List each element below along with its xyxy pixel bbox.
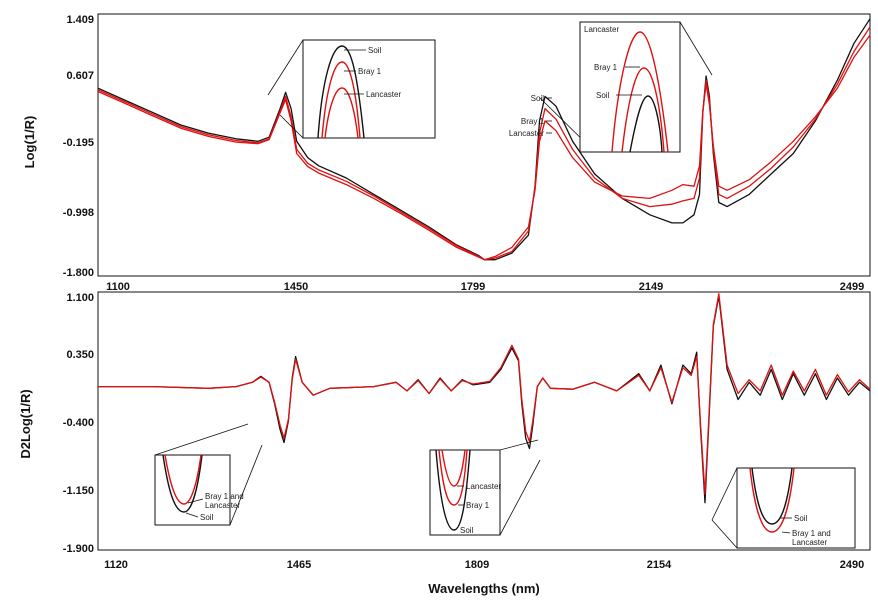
inset-curve-bray-lancaster	[749, 467, 795, 533]
x-axis-title: Wavelengths (nm)	[428, 581, 539, 596]
inset-leader	[711, 519, 738, 549]
top-x-tick: 2149	[639, 281, 663, 293]
bottom-y-tick: -0.400	[63, 417, 94, 429]
inset-label: Soil	[200, 513, 214, 522]
inset-leader	[499, 439, 539, 451]
bottom-inset-1: Bray 1 and Lancaster Soil	[154, 423, 263, 526]
top-x-tick: 1450	[284, 281, 308, 293]
inset-label: Soil	[460, 526, 474, 535]
inset-curve-bray	[321, 61, 361, 139]
inset-leader	[279, 114, 304, 139]
top-x-tick: 2499	[840, 281, 864, 293]
top-y-tick: -0.998	[63, 207, 94, 219]
inset-curve-lancaster	[324, 87, 359, 139]
inset-curve-soil	[751, 467, 793, 525]
inset-label: Bray 1	[594, 63, 618, 72]
inset-curve-bray-lancaster	[164, 454, 202, 505]
bottom-panel: 1.100 0.350 -0.400 -1.150 -1.900 1120 14…	[18, 291, 871, 596]
top-x-tick: 1100	[106, 281, 130, 293]
annotation-soil: Soil	[531, 94, 545, 103]
bottom-x-tick: 1809	[465, 559, 489, 571]
inset-leader	[229, 444, 263, 526]
inset-frame	[302, 39, 436, 139]
top-y-tick: -0.195	[63, 137, 94, 149]
annotation-bray: Bray 1	[521, 117, 545, 126]
inset-curve-soil	[629, 95, 663, 153]
top-y-axis-title: Log(1/R)	[22, 116, 37, 169]
inset-leader	[499, 459, 541, 536]
bottom-x-tick: 2154	[647, 559, 672, 571]
inset-leader	[679, 21, 713, 76]
top-series-group	[97, 18, 871, 261]
inset-leader	[267, 39, 304, 96]
inset-curve-bray	[621, 67, 665, 153]
bottom-inset-2: Lancaster Bray 1 Soil	[429, 439, 541, 536]
inset-frame	[579, 21, 681, 153]
top-inset-2: Lancaster Bray 1 Soil	[539, 21, 713, 153]
top-x-tick: 1799	[461, 281, 485, 293]
inset-curve-soil	[317, 45, 365, 139]
inset-label: Lancaster	[584, 25, 619, 34]
inset-label: Bray 1	[358, 67, 382, 76]
inset-label: Soil	[368, 46, 382, 55]
top-peak-annotations: Soil Bray 1 Lancaster	[509, 94, 552, 138]
inset-label: Soil	[794, 514, 808, 523]
top-series-soil	[97, 18, 871, 261]
inset-curve-soil	[162, 454, 203, 513]
top-inset-1: Soil Bray 1 Lancaster	[267, 39, 436, 139]
bottom-y-axis-title: D2Log(1/R)	[18, 389, 33, 458]
bottom-series-group	[98, 293, 871, 504]
inset-leader	[154, 423, 249, 456]
inset-label: Lancaster	[466, 482, 501, 491]
bottom-y-tick: 1.100	[66, 292, 94, 304]
bottom-plot-frame	[97, 291, 871, 551]
bottom-x-tick: 1120	[104, 559, 128, 571]
bottom-y-tick: 0.350	[66, 349, 94, 361]
bottom-x-tick: 2490	[840, 559, 864, 571]
annotation-lancaster: Lancaster	[509, 129, 544, 138]
bottom-inset-3: Soil Bray 1 and Lancaster	[711, 467, 856, 549]
top-series-lancaster	[97, 34, 871, 261]
inset-curve-lancaster	[611, 31, 669, 153]
inset-label: Lancaster	[366, 90, 401, 99]
top-y-tick: -1.800	[63, 267, 94, 279]
bottom-y-tick: -1.150	[63, 485, 94, 497]
top-panel: 1.409 0.607 -0.195 -0.998 -1.800 1100 14…	[22, 13, 871, 293]
top-y-tick: 0.607	[66, 70, 94, 82]
inset-label-leader	[781, 531, 791, 534]
top-series-bray-1	[97, 26, 871, 261]
inset-label: Bray 1 and Lancaster	[792, 529, 831, 547]
inset-label: Bray 1	[466, 501, 490, 510]
bottom-series-bray-1-and-lancaster	[98, 293, 871, 495]
inset-label: Soil	[596, 91, 610, 100]
inset-curve-lancaster	[441, 449, 466, 487]
inset-leader	[711, 467, 738, 521]
inset-label-leader	[185, 512, 199, 518]
top-y-tick: 1.409	[66, 14, 94, 26]
top-plot-frame	[97, 13, 871, 277]
inset-label-leader	[187, 498, 204, 504]
inset-label: Bray 1 and Lancaster	[205, 492, 244, 510]
inset-curve-bray	[438, 449, 468, 506]
bottom-y-tick: -1.900	[63, 543, 94, 555]
bottom-x-tick: 1465	[287, 559, 311, 571]
inset-curve-soil	[435, 449, 471, 531]
